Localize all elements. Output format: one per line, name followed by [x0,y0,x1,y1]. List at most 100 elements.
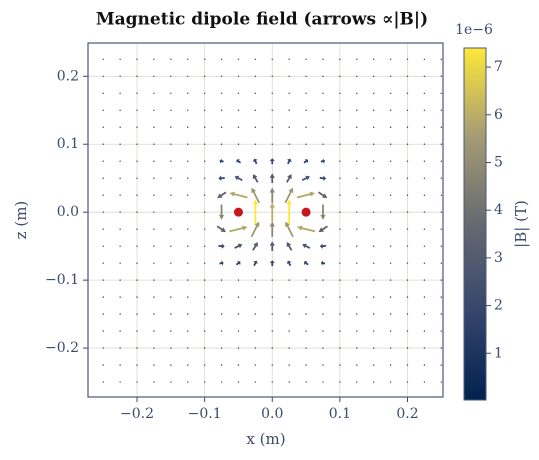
field-arrow [253,260,258,267]
field-dot [406,109,409,111]
field-dot [119,143,121,145]
field-dot [187,177,189,179]
field-dot [254,364,257,366]
field-dot [237,330,240,332]
field-dot [372,92,375,94]
field-dot [440,330,443,332]
field-dot [254,75,257,77]
field-arrow [320,204,326,220]
field-dot [271,126,273,128]
field-dot [220,296,223,298]
field-dot [237,58,240,61]
field-dot [372,279,375,281]
field-dot [339,177,341,179]
field-arrow [269,173,275,184]
field-dot [187,347,189,349]
field-dot [203,296,206,298]
field-dot [322,330,324,332]
field-dot [102,194,104,196]
field-dot [220,109,223,111]
field-dot [119,126,121,128]
field-dot [136,177,138,179]
field-dot [440,296,443,298]
field-dot [440,126,443,128]
field-dot [102,126,104,128]
field-dot [203,126,206,128]
field-dot [339,92,341,94]
plot-background [88,43,443,397]
field-dot [440,109,443,111]
field-dot [203,75,206,77]
field-dot [339,296,341,298]
field-dot [305,143,307,145]
field-dot [389,245,392,247]
field-dot [305,58,307,61]
field-dot [339,381,341,383]
field-dot [356,75,358,77]
field-dot [305,313,307,315]
field-dot [372,347,375,349]
field-dot [288,381,290,383]
field-arrow [303,158,309,164]
field-arrow [269,241,275,251]
field-dot [102,228,104,230]
field-dot [305,296,307,298]
dipole-source [233,207,243,217]
field-dot [356,143,358,145]
field-dot [406,126,409,128]
field-arrow [318,225,328,233]
field-dot [288,92,290,94]
field-dot [119,245,121,247]
y-tick-label: 0.2 [57,68,79,84]
field-dot [440,143,443,145]
field-dot [356,211,358,213]
field-dot [406,364,409,366]
field-dot [237,296,240,298]
field-dot [203,211,206,213]
field-dot [203,177,206,179]
field-dot [119,92,121,94]
field-dot [406,194,409,196]
field-dot [372,330,375,332]
field-dot [187,228,189,230]
field-dot [220,58,223,61]
field-arrow [217,191,227,199]
field-dot [305,109,307,111]
field-dot [136,194,138,196]
field-dot [271,347,273,349]
field-dot [423,279,426,281]
field-dot [389,381,392,383]
field-dot [440,160,443,162]
field-dot [339,211,341,213]
field-dot [136,228,138,230]
field-arrow [218,243,225,249]
field-dot [102,160,104,162]
field-dot [203,228,206,230]
field-dot [237,381,240,383]
field-dot [423,92,426,94]
field-dot [102,347,104,349]
field-arrow [286,260,292,267]
field-dot [153,58,155,61]
field-dot [237,92,240,94]
field-dot [170,279,172,281]
field-dot [389,313,392,315]
field-dot [153,347,155,349]
field-dot [305,75,307,77]
field-dot [423,194,426,196]
field-dot [339,143,341,145]
field-dot [136,279,138,281]
field-arrow [219,158,224,164]
field-dot [406,211,409,213]
field-dot [237,75,240,77]
field-dot [170,347,172,349]
field-dot [406,58,409,61]
field-dot [322,296,324,298]
field-dot [389,109,392,111]
field-dot [423,313,426,315]
field-arrow [285,221,294,238]
field-dot [203,262,206,264]
field-arrow [286,199,292,225]
field-dot [187,381,189,383]
field-dot [102,58,104,61]
